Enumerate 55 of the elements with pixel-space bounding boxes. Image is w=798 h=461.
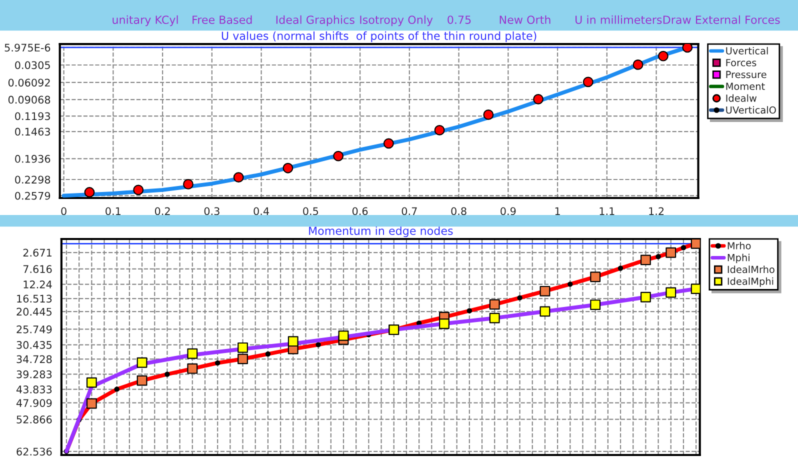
y-tick-label: 39.283 xyxy=(16,370,52,378)
y-tick-label: 0.2298 xyxy=(15,176,50,184)
legend-label: Uvertical xyxy=(726,46,768,54)
chart-title: U values (normal shifts of points of the thin round plate) xyxy=(222,31,536,42)
legend-label: Moment xyxy=(726,82,765,90)
x-tick-label: 0.9 xyxy=(500,207,516,216)
y-tick-label: 47.909 xyxy=(16,399,52,407)
y-tick-label: 20.445 xyxy=(16,308,52,316)
text: 0.75 xyxy=(448,16,471,24)
legend-label: Mphi xyxy=(728,254,750,264)
text: U in millimeters xyxy=(576,15,662,24)
y-tick-label: 7.616 xyxy=(23,265,52,274)
text: Free Based xyxy=(192,15,252,24)
legend-label: UVerticalO xyxy=(726,106,776,114)
legend-label: IdealMrho xyxy=(728,266,774,274)
y-tick-label: 0.1463 xyxy=(15,128,50,136)
x-tick-label: 0.5 xyxy=(303,207,318,216)
x-tick-label: 0 xyxy=(61,207,66,216)
x-tick-label: 0.3 xyxy=(204,207,220,216)
y-tick-label: 0.09068 xyxy=(8,96,50,104)
y-tick-label: 0.06092 xyxy=(8,78,50,87)
y-tick-label: 43.833 xyxy=(16,386,52,394)
x-tick-label: 1.1 xyxy=(600,207,614,215)
x-tick-label: 0.8 xyxy=(451,207,466,216)
x-tick-label: 0.1 xyxy=(106,207,120,216)
text: unitary KCyl xyxy=(112,15,178,26)
x-tick-label: 0.2 xyxy=(154,207,170,216)
y-tick-label: 0.2579 xyxy=(15,192,50,200)
x-tick-label: 0.7 xyxy=(402,207,417,216)
y-tick-label: 2.671 xyxy=(23,248,52,257)
legend-label: Idealw xyxy=(726,94,757,102)
y-tick-label: 0.1936 xyxy=(15,154,50,163)
legend-label: Forces xyxy=(726,59,756,66)
legend-label: Mrho xyxy=(728,242,751,250)
text: Draw External Forces xyxy=(663,15,780,24)
x-tick-label: 0.4 xyxy=(254,207,269,216)
y-tick-label: 0.1193 xyxy=(15,112,50,120)
y-tick-label: 34.728 xyxy=(16,355,52,364)
legend-label: IdealMphi xyxy=(728,277,774,287)
text: New Orth xyxy=(500,15,550,24)
y-tick-label: 62.536 xyxy=(16,448,52,456)
text: Isotropy Only xyxy=(360,15,433,26)
legend-label: Pressure xyxy=(726,70,766,78)
x-tick-label: 1 xyxy=(555,207,560,215)
x-tick-label: 1.2 xyxy=(649,207,664,215)
chart-title: Momentum in edge nodes xyxy=(309,226,453,238)
y-tick-label: 52.866 xyxy=(16,416,52,424)
y-tick-label: 16.513 xyxy=(17,294,52,303)
y-tick-label: 5.975E-6 xyxy=(4,44,50,52)
x-tick-label: 0.6 xyxy=(352,207,368,216)
y-tick-label: 30.435 xyxy=(16,341,52,349)
y-tick-label: 25.749 xyxy=(16,325,52,334)
y-tick-label: 12.24 xyxy=(24,280,52,288)
y-tick-label: 0.0305 xyxy=(15,61,50,70)
text: Ideal Graphics xyxy=(276,15,354,26)
